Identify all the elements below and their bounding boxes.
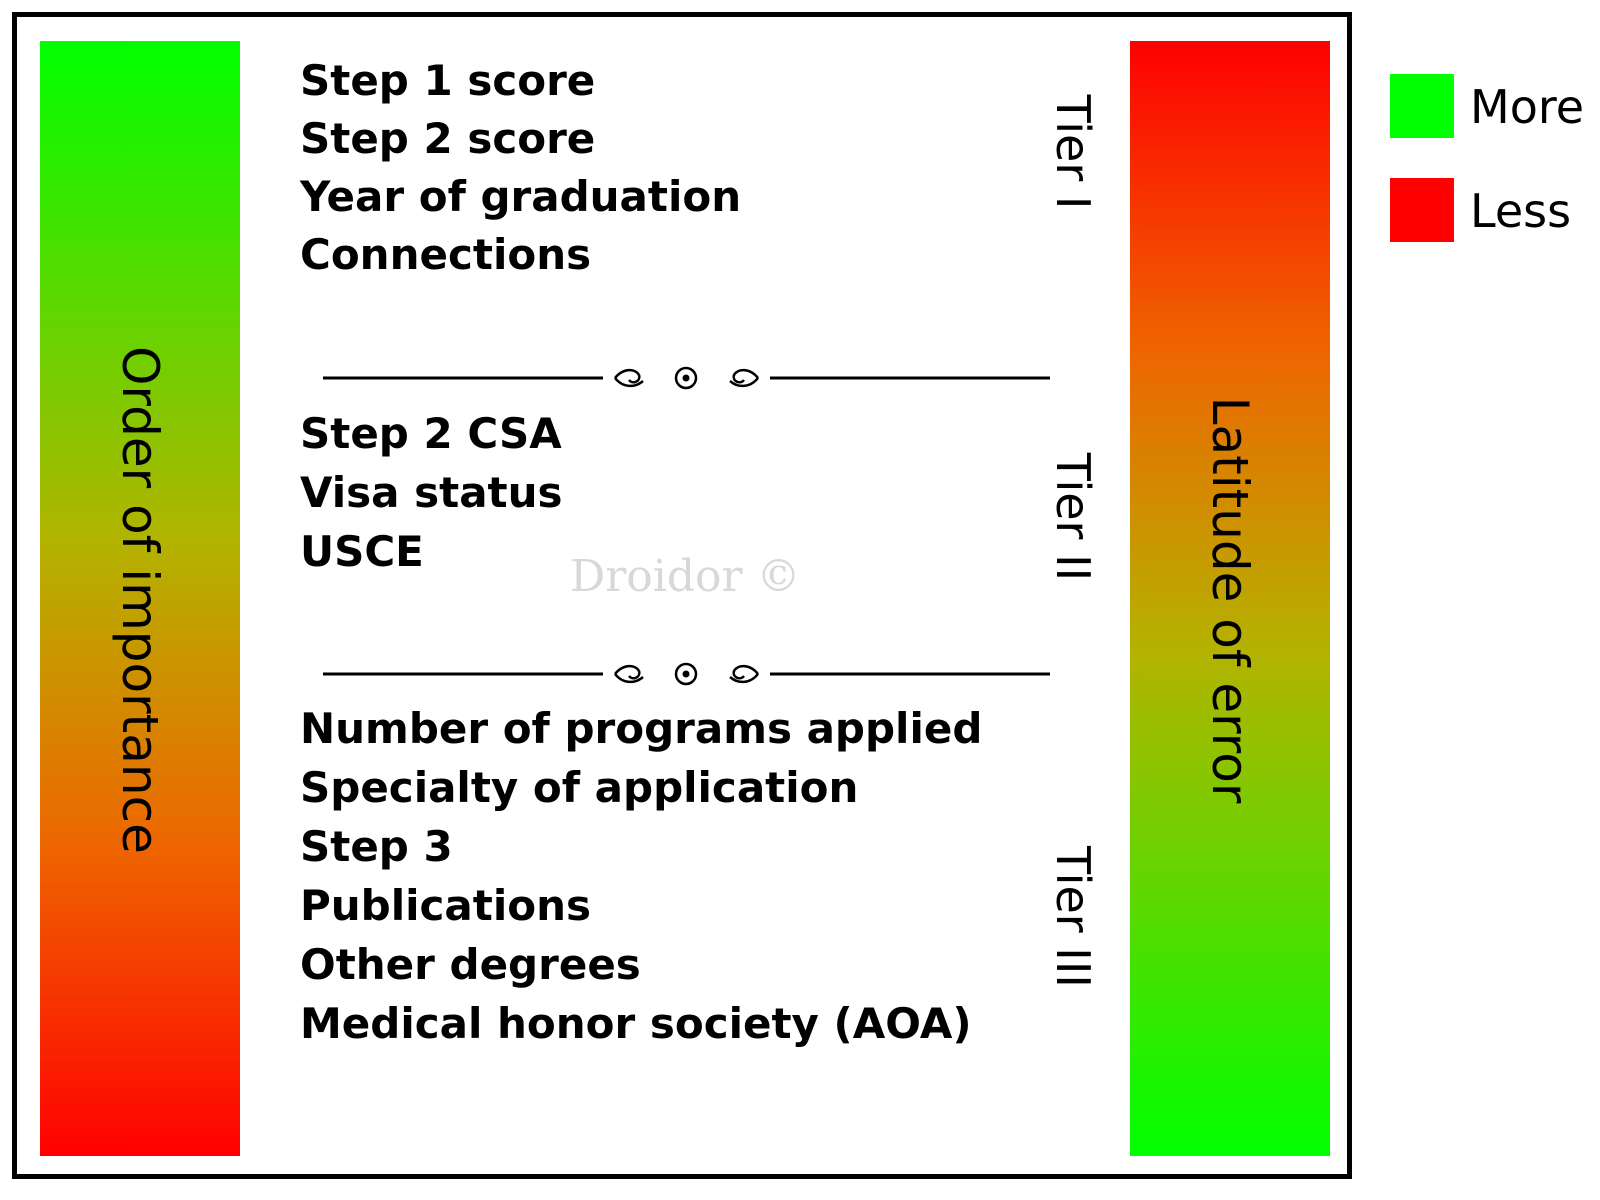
tier-1-label: Tier I	[1046, 94, 1100, 210]
tier-3-label: Tier III	[1046, 846, 1100, 988]
tier-2-label: Tier II	[1046, 452, 1100, 582]
tier-1-item: Year of graduation	[300, 172, 742, 221]
watermark: Droidor ©	[570, 551, 801, 602]
tier-2-item: Step 2 CSA	[300, 409, 562, 458]
legend-more-swatch	[1390, 74, 1454, 138]
importance-bar-label: Order of importance	[111, 346, 169, 854]
tier-2-item: Visa status	[300, 468, 563, 517]
tier-1-item: Step 1 score	[300, 56, 596, 105]
tier-2-item: USCE	[300, 527, 424, 576]
ornamental-divider	[323, 662, 1050, 686]
diagram-frame	[12, 12, 1352, 1179]
error-bar-label: Latitude of error	[1201, 396, 1259, 804]
tier-1-item: Step 2 score	[300, 114, 596, 163]
tier-3-item: Number of programs applied	[300, 704, 983, 753]
ornamental-divider	[323, 366, 1050, 390]
legend-less-label: Less	[1470, 184, 1572, 238]
tier-3-item: Other degrees	[300, 940, 641, 989]
legend-more-label: More	[1470, 80, 1585, 134]
tier-3-item: Step 3	[300, 822, 453, 871]
importance-gradient-bar	[40, 41, 240, 1156]
tier-1-item: Connections	[300, 230, 592, 279]
tier-3-item: Medical honor society (AOA)	[300, 999, 972, 1048]
error-gradient-bar	[1130, 41, 1330, 1156]
legend-less-swatch	[1390, 178, 1454, 242]
tier-3-item: Publications	[300, 881, 592, 930]
tier-3-item: Specialty of application	[300, 763, 859, 812]
